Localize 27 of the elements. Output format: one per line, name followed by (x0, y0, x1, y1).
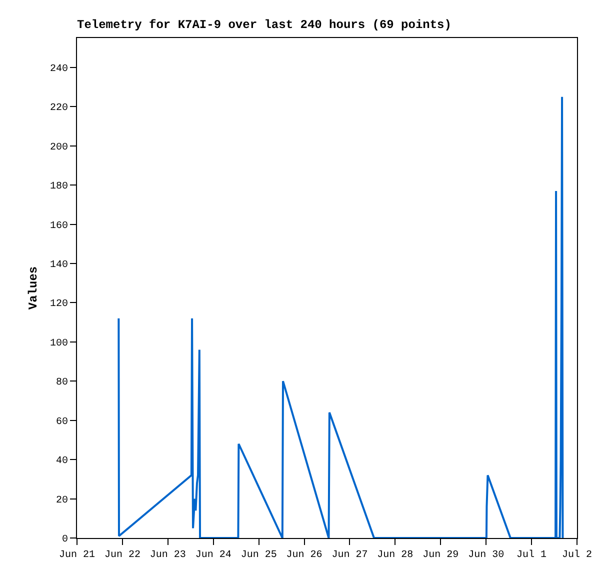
x-tick-label: Jun 29 (422, 550, 459, 561)
x-tick-label: Jul 2 (562, 549, 592, 561)
x-tick-label: Jun 26 (286, 550, 322, 561)
x-tick-label: Jun 30 (468, 550, 504, 561)
y-tick-label: 60 (56, 416, 68, 428)
y-tick-label: 0 (62, 534, 68, 546)
y-tick-label: 120 (50, 299, 68, 310)
x-tick-label: Jun 25 (240, 550, 277, 561)
x-tick-label: Jun 27 (332, 550, 368, 561)
x-tick-label: Jun 21 (58, 550, 96, 561)
y-tick-label: 40 (56, 456, 68, 468)
y-tick-label: 200 (50, 142, 68, 154)
x-tick-label: Jun 28 (377, 550, 414, 561)
x-tick-label: Jun 24 (195, 550, 232, 561)
y-tick-label: 20 (56, 495, 68, 506)
y-tick-label: 220 (50, 103, 68, 114)
y-tick-label: 140 (50, 260, 68, 271)
y-tick-label: 80 (56, 378, 68, 389)
y-tick-label: 180 (50, 182, 68, 193)
y-tick-label: 100 (50, 338, 68, 350)
y-axis-title: Values (26, 266, 40, 310)
y-tick-label: 240 (50, 64, 68, 75)
x-tick-label: Jul 1 (516, 549, 547, 561)
x-tick-label: Jun 23 (150, 550, 186, 561)
x-tick-label: Jun 22 (104, 550, 140, 561)
chart-title: Telemetry for K7AI-9 over last 240 hours (69 points) (77, 18, 452, 32)
y-tick-label: 160 (50, 220, 68, 232)
